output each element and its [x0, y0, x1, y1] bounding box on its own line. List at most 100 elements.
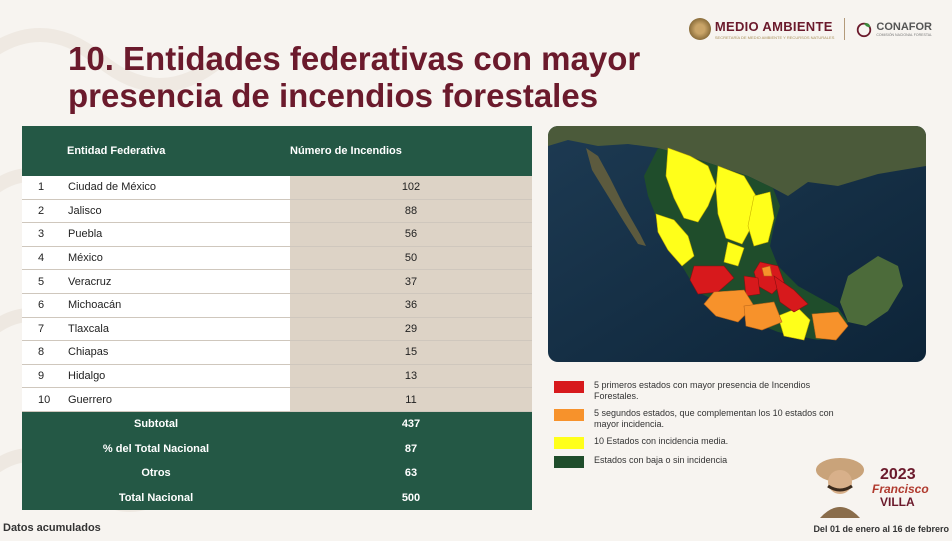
summary-row: % del Total Nacional 87: [22, 436, 532, 461]
table-row: 7 Tlaxcala 29: [22, 317, 532, 342]
legend-item: 5 primeros estados con mayor presencia d…: [554, 380, 844, 402]
legend-text: Estados con baja o sin incidencia: [594, 455, 728, 465]
summary-label: Otros: [141, 467, 171, 480]
legend-item: 5 segundos estados, que complementan los…: [554, 408, 844, 430]
col-header-count: Número de Incendios: [290, 145, 402, 157]
legend-text: 5 primeros estados con mayor presencia d…: [594, 380, 811, 401]
conafor-logo: CONAFOR COMISIÓN NACIONAL FORESTAL: [855, 20, 932, 38]
state-red-mexico: [743, 275, 761, 297]
row-rank: 10: [22, 388, 68, 411]
row-entity: México: [68, 246, 290, 270]
medio-ambiente-subtext: SECRETARÍA DE MEDIO AMBIENTE Y RECURSOS …: [714, 34, 835, 40]
col-header-entity: Entidad Federativa: [67, 145, 166, 157]
summary-row: Otros 63: [22, 460, 532, 486]
table-summary: Subtotal 437 % del Total Nacional 87 Otros 63…: [22, 411, 532, 510]
conafor-subtext: COMISIÓN NACIONAL FORESTAL: [876, 33, 932, 37]
summary-label: Subtotal: [134, 418, 178, 431]
row-entity: Guerrero: [68, 388, 290, 411]
row-entity: Hidalgo: [68, 364, 290, 388]
row-entity: Chiapas: [68, 341, 290, 364]
state-orange-tlaxcala: [761, 265, 773, 277]
us-landmass: [548, 126, 926, 196]
legend-text: 10 Estados con incidencia media.: [594, 436, 729, 446]
row-rank: 1: [22, 176, 68, 199]
yucatan-peninsula: [840, 256, 903, 326]
row-entity: Tlaxcala: [68, 317, 290, 341]
summary-row: Subtotal 437: [22, 411, 532, 437]
conafor-leaf-icon: [857, 22, 872, 38]
state-yellow-1: [665, 147, 717, 223]
row-entity: Ciudad de México: [68, 176, 290, 199]
legend-item: Estados con baja o sin incidencia: [554, 455, 844, 468]
table-header: Entidad Federativa Número de Incendios: [22, 126, 532, 176]
row-entity: Puebla: [68, 223, 290, 246]
row-rank: 8: [22, 341, 68, 364]
table-row: 4 México 50: [22, 246, 532, 271]
row-count: 102: [290, 176, 532, 199]
row-entity: Veracruz: [68, 270, 290, 293]
summary-value: 437: [401, 418, 421, 431]
table-row: 1 Ciudad de México 102: [22, 176, 532, 200]
table-row: 9 Hidalgo 13: [22, 364, 532, 389]
francisco-villa-logo-icon: [816, 458, 864, 518]
state-red-veracruz: [773, 275, 809, 313]
state-orange-chiapas: [811, 311, 849, 341]
state-yellow-5: [723, 241, 745, 267]
row-rank: 6: [22, 293, 68, 317]
row-entity: Jalisco: [68, 199, 290, 223]
mexico-seal-icon: [688, 18, 711, 40]
row-count: 50: [290, 246, 532, 270]
fires-table: Entidad Federativa Número de Incendios 1…: [22, 126, 532, 510]
row-count: 29: [290, 317, 532, 341]
legend-swatch: [554, 437, 584, 449]
villa-logo-year: 2023: [880, 466, 916, 483]
row-rank: 2: [22, 199, 68, 223]
summary-label: Total Nacional: [118, 491, 194, 504]
state-orange-michoacan: [703, 289, 755, 323]
map-legend: 5 primeros estados con mayor presencia d…: [554, 380, 844, 474]
page-title: 10. Entidades federativas con mayor pres…: [68, 40, 640, 114]
table-row: 3 Puebla 56: [22, 223, 532, 247]
legend-swatch: [554, 456, 584, 468]
row-count: 37: [290, 270, 532, 293]
footer-date-range: Del 01 de enero al 16 de febrero: [813, 524, 949, 534]
row-rank: 5: [22, 270, 68, 293]
page-title-line1: 10. Entidades federativas con mayor: [68, 40, 641, 77]
villa-logo-name: Francisco: [872, 482, 929, 496]
table-body: 1 Ciudad de México 102 2 Jalisco 88 3 Puebla 56 4…: [22, 176, 532, 412]
table-row: 8 Chiapas 15: [22, 341, 532, 365]
state-yellow-4: [655, 213, 695, 267]
table-row: 6 Michoacán 36: [22, 293, 532, 318]
row-rank: 7: [22, 317, 68, 341]
baja-california: [586, 148, 646, 246]
row-count: 56: [290, 223, 532, 246]
table-row: 10 Guerrero 11: [22, 388, 532, 412]
summary-value: 500: [401, 491, 421, 504]
legend-swatch: [554, 381, 584, 393]
mexico-fire-map: [548, 126, 926, 362]
row-count: 36: [290, 293, 532, 317]
table-row: 2 Jalisco 88: [22, 199, 532, 224]
villa-logo-surname: VILLA: [880, 495, 915, 509]
row-rank: 9: [22, 364, 68, 388]
summary-row: Total Nacional 500: [22, 485, 532, 510]
footer-note: Datos acumulados: [3, 522, 101, 534]
legend-swatch: [554, 409, 584, 421]
legend-text: 5 segundos estados, que complementan los…: [594, 408, 834, 429]
summary-value: 87: [404, 442, 418, 455]
row-count: 15: [290, 341, 532, 364]
header-logos: MEDIO AMBIENTE SECRETARÍA DE MEDIO AMBIE…: [688, 18, 932, 40]
medio-ambiente-text: MEDIO AMBIENTE: [714, 18, 833, 34]
medio-ambiente-logo: MEDIO AMBIENTE SECRETARÍA DE MEDIO AMBIE…: [688, 18, 835, 40]
legend-item: 10 Estados con incidencia media.: [554, 436, 844, 449]
state-yellow-3: [747, 191, 775, 247]
state-yellow-2: [715, 165, 757, 245]
row-entity: Michoacán: [68, 293, 290, 317]
row-count: 88: [290, 199, 532, 223]
row-rank: 4: [22, 246, 68, 270]
logo-divider: [844, 18, 846, 40]
row-count: 13: [290, 364, 532, 388]
summary-label: % del Total Nacional: [102, 442, 210, 455]
row-rank: 3: [22, 223, 68, 246]
summary-value: 63: [404, 467, 418, 480]
